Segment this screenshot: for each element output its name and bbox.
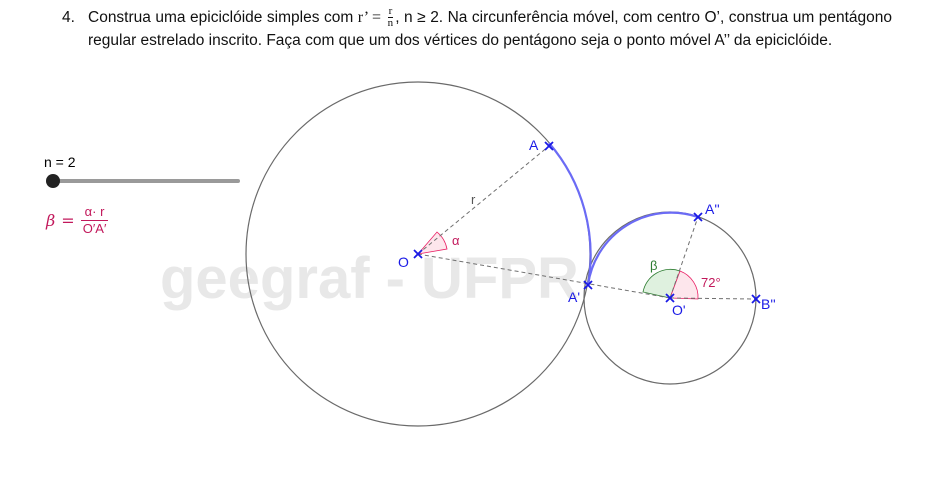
label-O: O	[398, 254, 409, 270]
n-slider-knob[interactable]	[46, 174, 60, 188]
task-number: 4.	[62, 9, 75, 26]
fraction-numerator: r	[387, 5, 394, 19]
epicycloid-arc	[586, 211, 699, 286]
label-A-prime: A'	[568, 289, 580, 305]
slider-label: n = 2	[44, 154, 76, 170]
formula-fraction: α· r O′A′	[80, 204, 109, 237]
label-beta: β	[650, 258, 657, 273]
point-O[interactable]	[413, 249, 423, 259]
formula-numerator: α· r	[80, 204, 109, 221]
segment-OO-prime	[417, 253, 671, 299]
point-A[interactable]	[544, 141, 554, 151]
label-O-prime: O'	[672, 302, 686, 318]
beta-angle-mark	[642, 268, 681, 299]
point-B-dprime[interactable]	[751, 294, 761, 304]
label-72-degrees: 72°	[701, 275, 721, 290]
watermark: geegraf - UFPR	[160, 246, 579, 311]
label-r: r	[471, 192, 476, 207]
label-A-dprime: A''	[705, 201, 720, 217]
point-O-prime[interactable]	[665, 293, 675, 303]
point-A-dprime[interactable]	[693, 212, 703, 222]
formula-lhs: β	[46, 211, 56, 230]
task-statement: 4. Construa uma epiciclóide simples com …	[62, 6, 892, 52]
radius-O-prime-B-dprime	[669, 297, 757, 300]
radius-OA	[417, 145, 550, 255]
formula-denominator: O′A′	[82, 221, 107, 236]
task-text-part1: Construa uma epiciclóide simples com	[88, 9, 358, 26]
fixed-circle-arc	[548, 142, 592, 286]
n-slider-track[interactable]	[52, 179, 240, 183]
radius-O-prime-A-dprime	[669, 216, 699, 299]
formula-equals: =	[61, 211, 75, 230]
label-B-dprime: B''	[761, 296, 776, 312]
beta-formula: β = α· r O′A′	[46, 204, 109, 237]
label-alpha: α	[452, 233, 460, 248]
task-text-part2: , n ≥ 2. Na circunferência móvel, com ce…	[88, 9, 893, 50]
label-A: A	[529, 137, 539, 153]
fraction-denominator: n	[387, 17, 394, 30]
task-text: Construa uma epiciclóide simples com r’ …	[88, 6, 892, 52]
r-prime-expr: r’ =	[357, 9, 382, 26]
point-A-prime[interactable]	[583, 280, 593, 290]
